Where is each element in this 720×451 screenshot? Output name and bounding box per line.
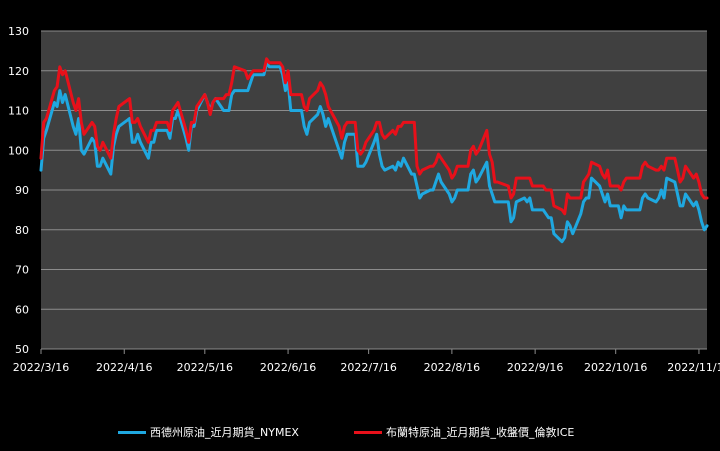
x-tick-label: 2022/6/16 xyxy=(260,361,316,374)
legend-item-wti: 西德州原油_近月期貨_NYMEX xyxy=(118,424,299,440)
x-tick-label: 2022/10/16 xyxy=(584,361,647,374)
series-line-brent xyxy=(39,57,709,216)
y-tick-label-90: 90 xyxy=(15,184,29,197)
legend: 西德州原油_近月期貨_NYMEX 布蘭特原油_近月期貨_收盤價_倫敦ICE xyxy=(0,424,720,442)
x-tick-label: 2022/9/16 xyxy=(507,361,563,374)
legend-item-brent: 布蘭特原油_近月期貨_收盤價_倫敦ICE xyxy=(354,424,574,440)
legend-swatch-wti xyxy=(118,430,146,434)
y-tick-label-50: 50 xyxy=(15,343,29,356)
y-tick-label-130: 130 xyxy=(8,25,29,38)
x-tick-label: 2022/5/16 xyxy=(177,361,233,374)
series-lines xyxy=(39,57,709,244)
x-tick-label: 2022/8/16 xyxy=(424,361,480,374)
legend-label-wti: 西德州原油_近月期貨_NYMEX xyxy=(150,426,299,439)
y-tick-label-80: 80 xyxy=(15,224,29,237)
x-tick-label: 2022/4/16 xyxy=(96,361,152,374)
y-tick-label-100: 100 xyxy=(8,144,29,157)
series-line-wti xyxy=(39,61,709,244)
legend-label-brent: 布蘭特原油_近月期貨_收盤價_倫敦ICE xyxy=(386,426,575,439)
line-chart: 50 60 70 80 90 100 110 120 130 2022/3/16 2022/4/1… xyxy=(8,25,720,374)
x-axis-ticks: 2022/3/16 2022/4/16 2022/5/16 2022/6/16 2022… xyxy=(13,348,720,374)
y-tick-label-70: 70 xyxy=(15,264,29,277)
y-tick-label-60: 60 xyxy=(15,303,29,316)
y-axis-ticks: 50 60 70 80 90 100 110 120 130 xyxy=(8,25,29,356)
x-tick-label: 2022/7/16 xyxy=(340,361,396,374)
y-tick-label-120: 120 xyxy=(8,65,29,78)
x-tick-label: 2022/11/16 xyxy=(667,361,720,374)
x-tick-label: 2022/3/16 xyxy=(13,361,69,374)
y-tick-label-110: 110 xyxy=(8,105,29,118)
legend-swatch-brent xyxy=(354,430,382,434)
